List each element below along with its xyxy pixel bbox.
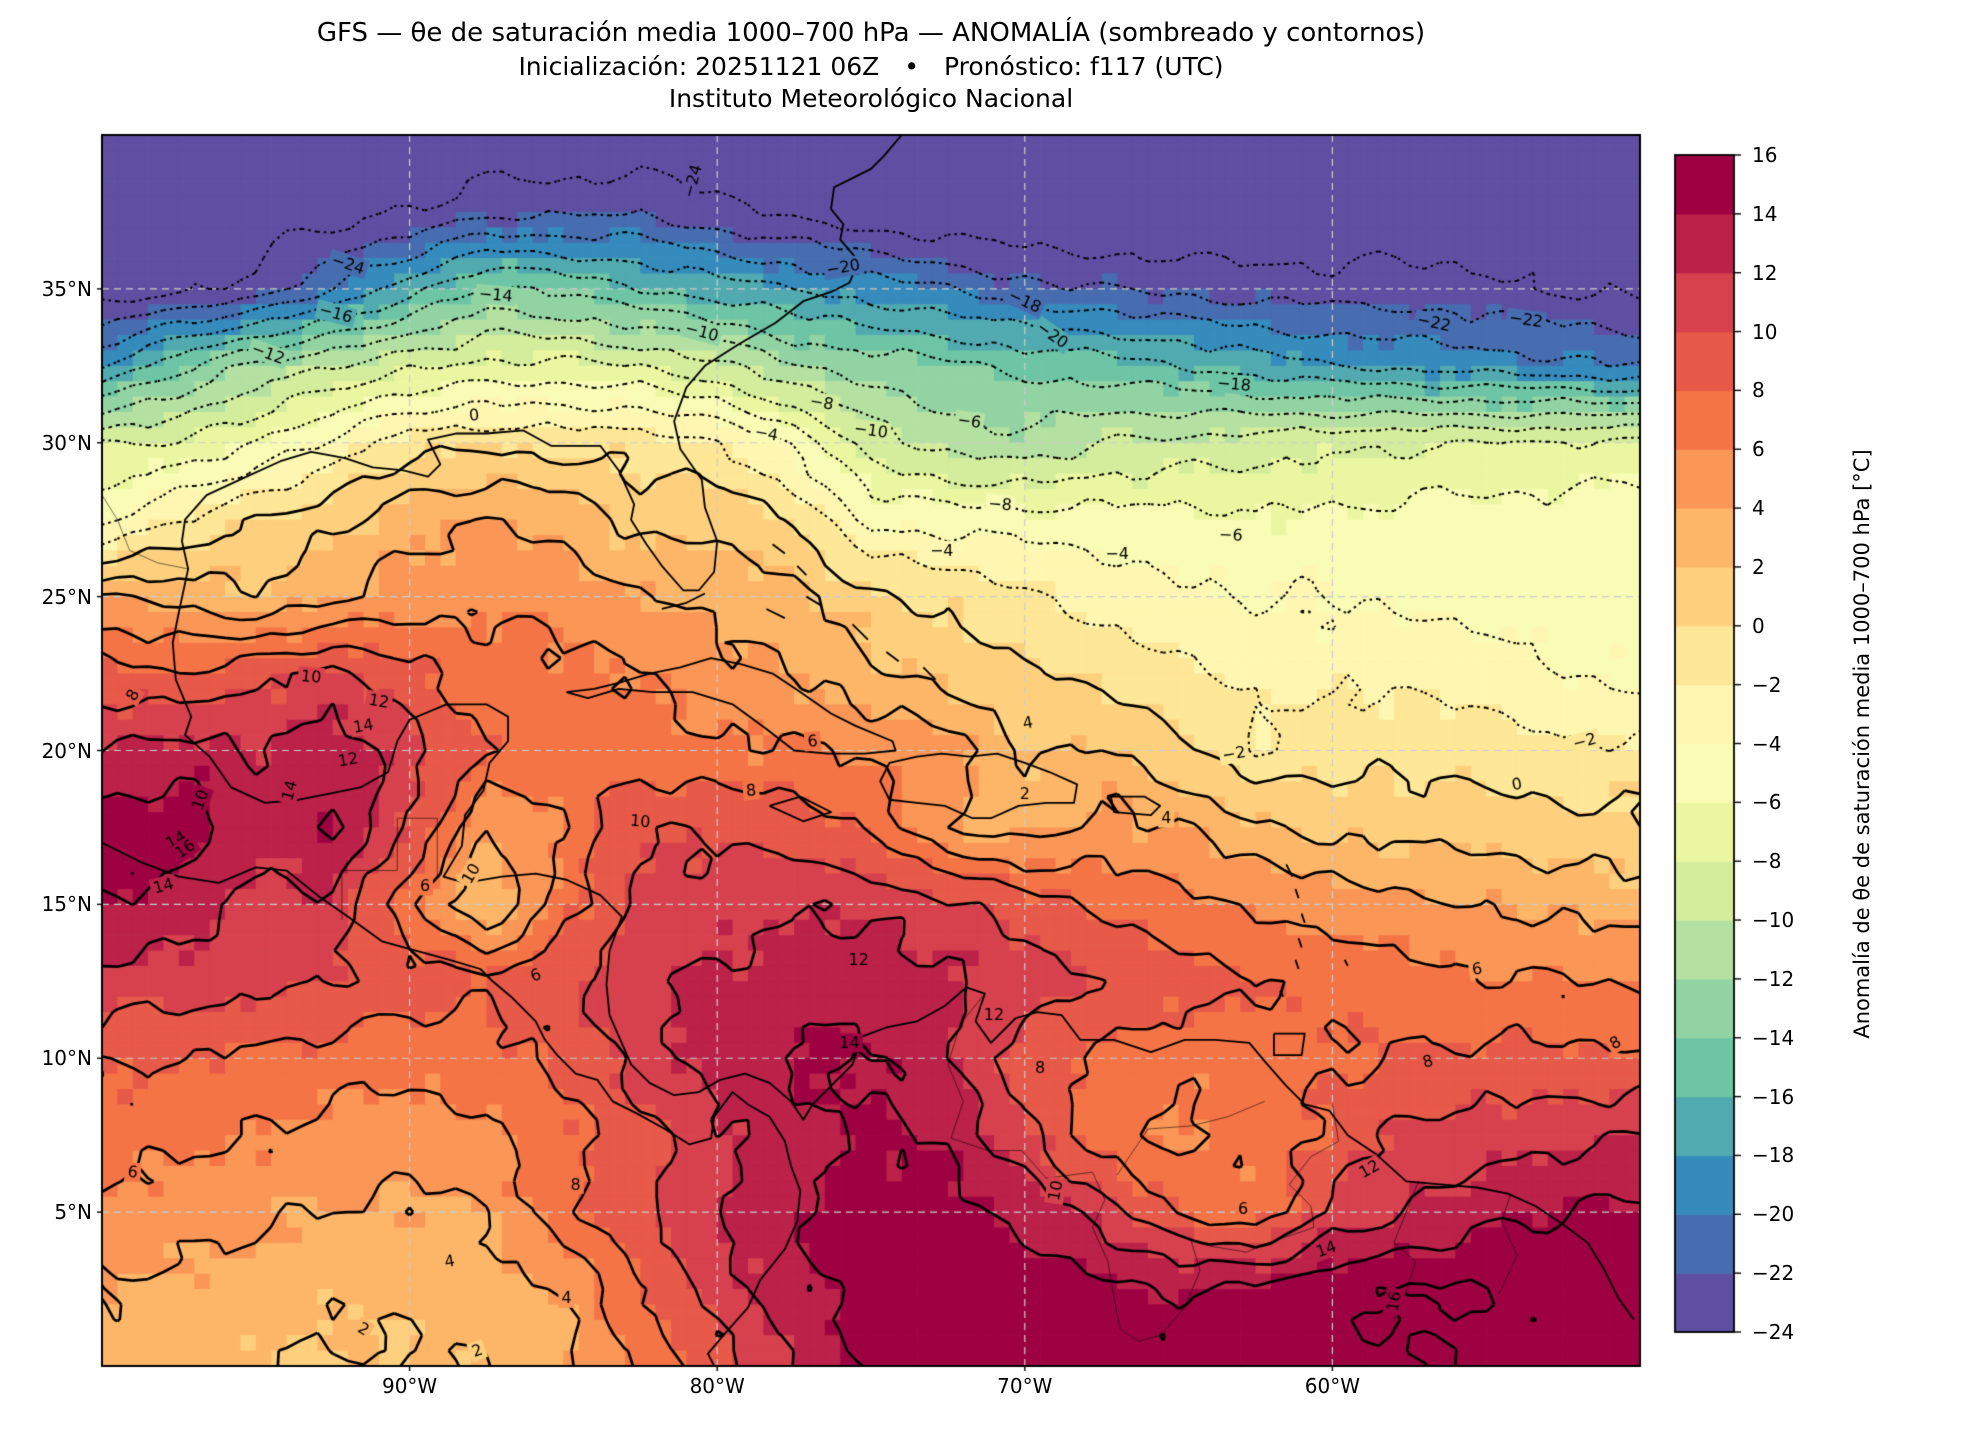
colorbar-tick-label: −12 [1752, 966, 1795, 991]
lat-tick-label: 10°N [41, 1046, 92, 1071]
lon-tick-label: 80°W [689, 1374, 745, 1398]
lat-tick-label: 5°N [54, 1200, 92, 1225]
colorbar-tick-label: 6 [1752, 437, 1765, 462]
lat-tick-label: 15°N [41, 892, 92, 917]
colorbar-tick-label: −18 [1752, 1143, 1795, 1168]
colorbar-tick-label: −22 [1752, 1261, 1795, 1286]
lat-tick-label: 35°N [41, 276, 92, 301]
lon-tick-label: 90°W [381, 1374, 438, 1398]
colorbar-tick-label: −10 [1752, 908, 1795, 933]
colorbar-tick-label: −14 [1752, 1025, 1795, 1050]
lat-tick-label: 20°N [41, 738, 92, 763]
colorbar-tick-label: 14 [1752, 201, 1778, 226]
colorbar-tick-label: 10 [1752, 319, 1778, 344]
lat-tick-label: 30°N [41, 430, 92, 455]
colorbar-tick-label: 12 [1752, 260, 1778, 285]
colorbar-title: Anomalía de θe de saturación media 1000–… [1850, 449, 1874, 1039]
lon-tick-label: 70°W [997, 1374, 1053, 1398]
colorbar-tick-label: 0 [1752, 613, 1765, 638]
colorbar-tick-label: −2 [1752, 672, 1782, 697]
colorbar-tick-label: 2 [1752, 554, 1765, 579]
colorbar-tick-label: 16 [1752, 143, 1778, 167]
colorbar-tick-label: −8 [1752, 849, 1782, 874]
colorbar-tick-label: −16 [1752, 1084, 1795, 1109]
colorbar-tick-label: −24 [1752, 1320, 1795, 1344]
colorbar-tick-label: −20 [1752, 1202, 1795, 1227]
lon-tick-label: 60°W [1304, 1374, 1360, 1398]
colorbar-tick-label: 8 [1752, 378, 1765, 403]
colorbar-tick-label: −6 [1752, 790, 1782, 815]
lat-tick-label: 25°N [41, 584, 92, 609]
colorbar-tick-label: −4 [1752, 731, 1782, 756]
colorbar-tick-label: 4 [1752, 496, 1765, 521]
